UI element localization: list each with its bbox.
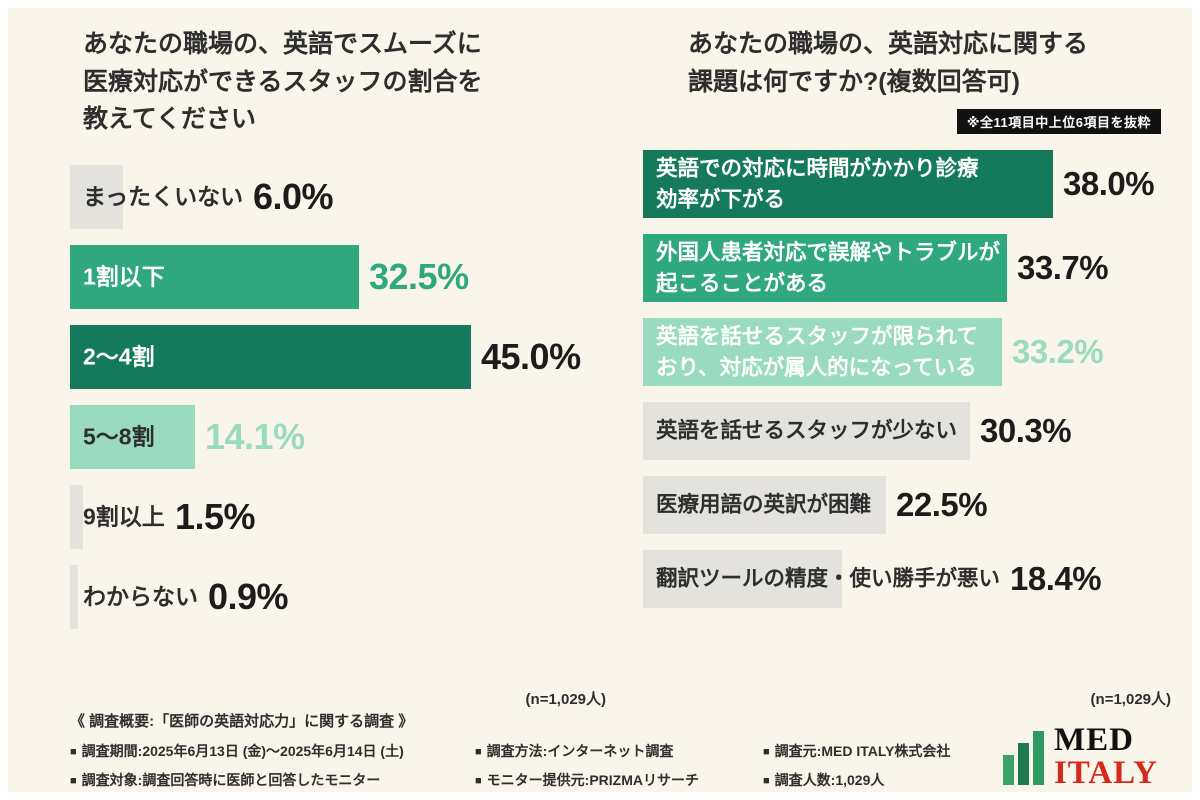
bar	[643, 234, 1007, 302]
title-line: 課題は何ですか?(複数回答可)	[688, 67, 1020, 96]
bullet-icon: ■	[475, 746, 482, 758]
bar-value: 32.5%	[369, 255, 469, 297]
bar-value: 6.0%	[253, 175, 334, 217]
bar-value: 38.0%	[1063, 165, 1155, 202]
bar-row: 医療用語の英訳が困難 22.5%	[643, 476, 1183, 534]
bullet-icon: ■	[70, 775, 77, 787]
bar-row: 翻訳ツールの精度・使い勝手が悪い 18.4%	[643, 550, 1183, 608]
title-line: 教えてください	[83, 105, 257, 133]
survey-item: ■ 調査対象:調査回答時に医師と回答したモニター	[70, 770, 475, 790]
survey-item: ■ 調査人数:1,029人	[763, 770, 1030, 790]
bar-value: 33.2%	[1012, 333, 1104, 370]
survey-item-text: 調査期間:2025年6月13日 (金)〜2025年6月14日 (土)	[81, 743, 404, 759]
bar-label: 5〜8割	[83, 423, 155, 450]
bar	[643, 402, 970, 460]
logo-text-italy: ITALY	[1053, 755, 1158, 791]
bar	[70, 564, 78, 629]
bullet-icon: ■	[763, 775, 770, 787]
bar-row: 英語を話せるスタッフが少ない 30.3%	[643, 402, 1183, 460]
bar	[70, 244, 359, 309]
infographic-canvas: あなたの職場の、英語でスムーズに 医療対応ができるスタッフの割合を 教えてくださ…	[8, 8, 1192, 792]
bar-value: 0.9%	[208, 575, 289, 617]
bar	[70, 484, 83, 549]
bar	[70, 164, 123, 229]
bar-value: 22.5%	[896, 486, 988, 523]
bar-label: 1割以下	[83, 263, 165, 290]
bar-row: 2〜4割 45.0%	[70, 324, 618, 389]
bar-row: 外国人患者対応で誤解やトラブルが 起こることがある 33.7%	[643, 234, 1183, 302]
survey-item: ■ モニター提供元:PRIZMAリサーチ	[475, 770, 763, 790]
bullet-icon: ■	[763, 746, 770, 758]
med-italy-logo: MED ITALY	[1002, 724, 1158, 790]
bar-chart-logo-icon	[1002, 729, 1044, 785]
bar	[643, 550, 842, 608]
survey-item: ■ 調査元:MED ITALY株式会社	[763, 741, 1030, 761]
bar-label: 外国人患者対応で誤解やトラブルが 起こることがある	[656, 240, 1001, 295]
bar-label: 翻訳ツールの精度・使い勝手が悪い	[656, 566, 1001, 591]
sample-size-right: (n=1,029人)	[1090, 691, 1171, 708]
title-line: 医療対応ができるスタッフの割合を	[83, 67, 483, 96]
bar-label: 英語を話せるスタッフが限られて おり、対応が属人的になっている	[656, 324, 978, 379]
bar-row: 1割以下 32.5%	[70, 244, 618, 309]
logo-text-med: MED	[1053, 722, 1134, 758]
survey-grid: ■ 調査期間:2025年6月13日 (金)〜2025年6月14日 (土) ■ 調査方…	[70, 741, 1030, 790]
bar-label: 2〜4割	[83, 343, 155, 370]
survey-item: ■ 調査期間:2025年6月13日 (金)〜2025年6月14日 (土)	[70, 741, 475, 761]
bar	[643, 476, 886, 534]
logo-text: MED ITALY	[1054, 724, 1158, 790]
bar-value: 45.0%	[481, 335, 581, 377]
survey-item-text: 調査対象:調査回答時に医師と回答したモニター	[81, 772, 381, 788]
sample-size-left: (n=1,029人)	[525, 691, 606, 708]
bullet-icon: ■	[475, 775, 482, 787]
left-bar-chart: まったくいない 6.0% 1割以下 32.5% 2〜4割 45.0% 5〜8割 14.1% 9割…	[70, 164, 618, 629]
bar	[70, 404, 195, 469]
bar-value: 14.1%	[205, 415, 305, 457]
survey-item-text: 調査方法:インターネット調査	[486, 743, 674, 759]
note-badge: ※全11項目中上位6項目を抜粋	[956, 109, 1161, 134]
survey-summary: 《 調査概要:「医師の英語対応力」に関する調査 》 ■ 調査期間:2025年6月1…	[70, 710, 1030, 790]
bar	[643, 150, 1053, 218]
right-bar-chart: 英語での対応に時間がかかり診療 効率が下がる 38.0% 外国人患者対応で誤解やトラブ…	[643, 150, 1183, 608]
survey-item: ■ 調査方法:インターネット調査	[475, 741, 763, 761]
bar-row: まったくいない 6.0%	[70, 164, 618, 229]
bar	[70, 324, 471, 389]
survey-item-text: 調査人数:1,029人	[774, 772, 885, 788]
left-chart-section: あなたの職場の、英語でスムーズに 医療対応ができるスタッフの割合を 教えてくださ…	[70, 26, 618, 708]
right-chart-title: あなたの職場の、英語対応に関する 課題は何ですか?(複数回答可)	[643, 26, 1183, 101]
bar-value: 1.5%	[175, 495, 256, 537]
title-line: あなたの職場の、英語でスムーズに	[83, 30, 482, 58]
bar-row: 9割以上 1.5%	[70, 484, 618, 549]
survey-item-text: 調査元:MED ITALY株式会社	[774, 743, 951, 759]
bar-value: 33.7%	[1017, 249, 1109, 286]
bar-label: まったくいない	[83, 183, 244, 210]
left-chart-title: あなたの職場の、英語でスムーズに 医療対応ができるスタッフの割合を 教えてくださ…	[70, 26, 618, 139]
bar-label: 英語を話せるスタッフが少ない	[656, 418, 958, 443]
bar-value: 18.4%	[1010, 560, 1102, 597]
bar-row: 5〜8割 14.1%	[70, 404, 618, 469]
bullet-icon: ■	[70, 746, 77, 758]
bar-label: 9割以上	[83, 503, 165, 530]
bar-label: 医療用語の英訳が困難	[656, 492, 872, 517]
right-chart-section: あなたの職場の、英語対応に関する 課題は何ですか?(複数回答可) ※全11項目中…	[643, 26, 1183, 708]
bar-row: わからない 0.9%	[70, 564, 618, 629]
survey-title: 《 調査概要:「医師の英語対応力」に関する調査 》	[70, 713, 414, 730]
bar-label: わからない	[83, 583, 198, 610]
bar-label: 英語での対応に時間がかかり診療 効率が下がる	[656, 156, 979, 211]
bar-row: 英語を話せるスタッフが限られて おり、対応が属人的になっている 33.2%	[643, 318, 1183, 386]
bar-row: 英語での対応に時間がかかり診療 効率が下がる 38.0%	[643, 150, 1183, 218]
bar	[643, 318, 1002, 386]
survey-item-text: モニター提供元:PRIZMAリサーチ	[486, 772, 699, 788]
bar-value: 30.3%	[980, 412, 1072, 449]
title-line: あなたの職場の、英語対応に関する	[688, 30, 1089, 58]
